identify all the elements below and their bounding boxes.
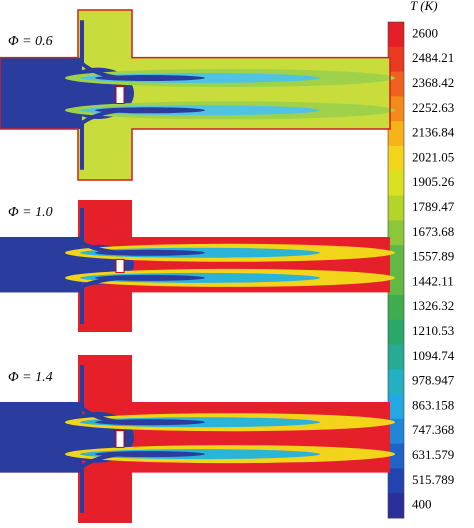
colorbar-band	[388, 22, 404, 48]
jet-core	[95, 75, 205, 81]
jet-core	[95, 107, 205, 114]
colorbar-band	[388, 443, 404, 469]
wall-jet	[80, 207, 121, 255]
colorbar-band	[388, 195, 404, 221]
bluff-body	[115, 430, 125, 448]
colorbar-tick-label: 1326.32	[412, 298, 454, 313]
jet-core	[95, 451, 205, 458]
colorbar-tick-label: 2600	[412, 25, 438, 40]
colorbar-tick-label: 2021.05	[412, 149, 454, 164]
colorbar-band	[388, 170, 404, 197]
contour-panel	[0, 200, 395, 332]
colorbar-tick-label: 863.158	[412, 397, 454, 412]
colorbar-tick-label: 1442.11	[412, 273, 454, 288]
colorbar-tick-label: 2252.63	[412, 100, 454, 115]
colorbar-tick-label: 978.947	[412, 373, 455, 388]
colorbar-band	[388, 270, 404, 296]
colorbar-band	[388, 418, 404, 445]
colorbar-band	[388, 245, 404, 271]
colorbar-tick-label: 631.579	[412, 447, 454, 462]
colorbar-tick-label: 515.789	[412, 472, 454, 487]
jet-core	[95, 419, 205, 426]
colorbar-band	[388, 121, 404, 147]
bluff-body	[115, 86, 125, 104]
colorbar-band	[388, 46, 404, 73]
colorbar-band	[388, 220, 404, 246]
colorbar-tick-label: 2368.42	[412, 75, 454, 90]
domain	[0, 355, 390, 523]
contour-panel	[0, 355, 395, 523]
colorbar-tick-label: 1557.89	[412, 249, 454, 264]
domain	[0, 10, 390, 180]
colorbar-tick-label: 2136.84	[412, 125, 455, 140]
colorbar-tick-label: 1094.74	[412, 348, 455, 363]
domain	[0, 200, 390, 332]
wall-jet	[80, 452, 121, 513]
colorbar-band	[388, 468, 404, 494]
bluff-body	[115, 258, 125, 274]
colorbar-tick-label: 2484.21	[412, 50, 454, 65]
wall-jet	[80, 365, 121, 425]
colorbar-band	[388, 394, 404, 420]
colorbar-tick-label: 400	[412, 497, 432, 512]
colorbar-title: T (K)	[410, 0, 438, 13]
colorbar-band	[388, 96, 404, 122]
colorbar-tick-label: 747.368	[412, 422, 454, 437]
colorbar-band	[388, 319, 404, 345]
domain-outline	[0, 9, 391, 181]
panel-label: Φ = 1.4	[8, 370, 53, 385]
colorbar-band	[388, 344, 404, 370]
colorbar-band	[388, 369, 404, 395]
wall-jet	[80, 108, 121, 170]
jet-core	[95, 249, 205, 256]
jet-core	[95, 274, 205, 281]
wall-jet	[80, 20, 121, 80]
colorbar-tick-label: 1789.47	[412, 199, 455, 214]
colorbar-band	[388, 146, 404, 172]
colorbar-band	[388, 294, 404, 321]
panel-label: Φ = 1.0	[8, 205, 53, 220]
contour-panel	[0, 9, 395, 181]
colorbar-band	[388, 493, 404, 519]
wall-jet	[80, 275, 121, 325]
colorbar-tick-label: 1210.53	[412, 323, 454, 338]
colorbar-tick-label: 1673.68	[412, 224, 454, 239]
panel-label: Φ = 0.6	[8, 34, 53, 49]
colorbar-tick-label: 1905.26	[412, 174, 455, 189]
